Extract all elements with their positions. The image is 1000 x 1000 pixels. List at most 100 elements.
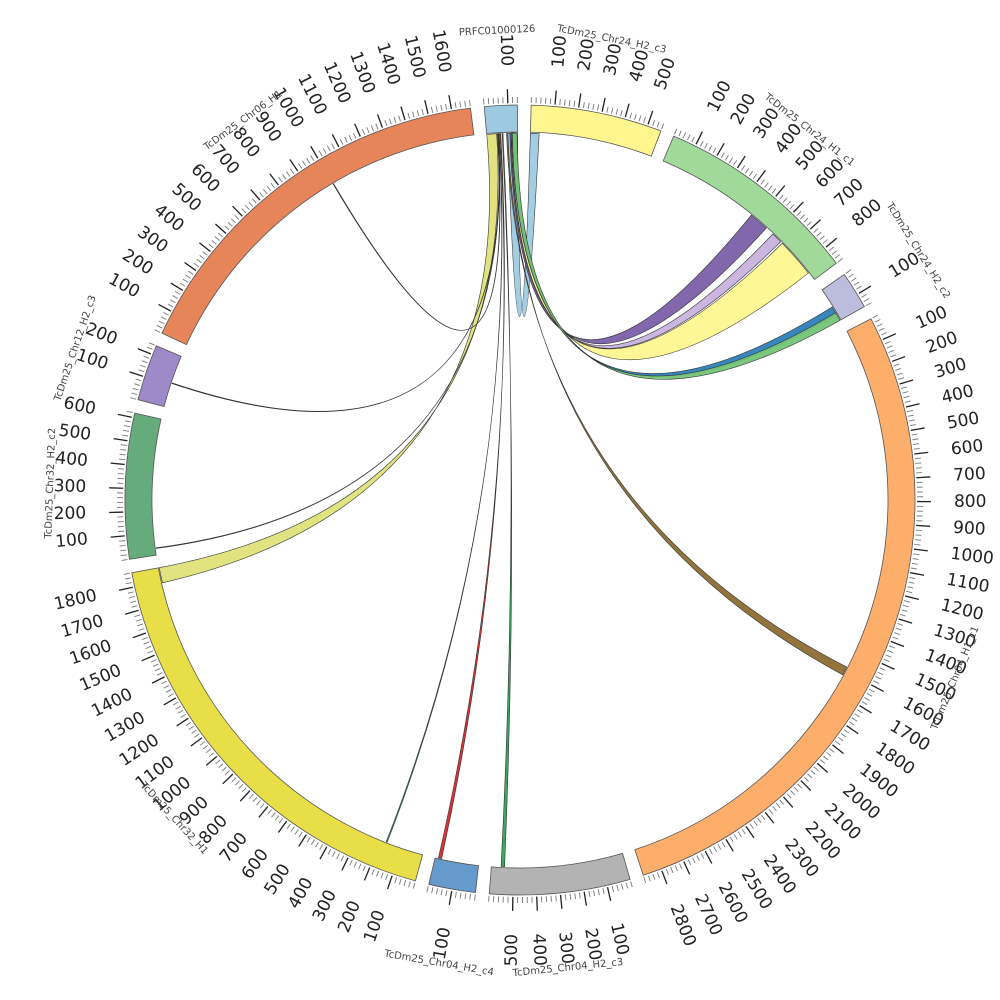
minor-tick — [140, 364, 146, 368]
tick-label: 700 — [953, 464, 987, 486]
segment-chr24_h2_c2[interactable] — [821, 273, 865, 321]
minor-tick — [141, 360, 148, 364]
minor-tick — [290, 826, 295, 832]
segment-chr32_h2_c2[interactable] — [124, 412, 162, 560]
minor-tick — [403, 880, 407, 887]
segment-chr04_h2_c3[interactable] — [488, 852, 631, 896]
minor-tick — [208, 243, 214, 249]
major-tick — [341, 857, 349, 871]
minor-tick — [573, 100, 576, 107]
minor-tick — [884, 340, 891, 345]
minor-tick — [224, 225, 230, 231]
minor-tick — [900, 613, 907, 617]
minor-tick — [165, 689, 172, 693]
segment-chr06_h1[interactable] — [161, 107, 475, 346]
minor-tick — [741, 165, 746, 171]
minor-tick — [679, 863, 683, 870]
minor-tick — [764, 182, 769, 188]
major-tick — [137, 348, 152, 355]
minor-tick — [121, 559, 128, 561]
major-tick — [298, 834, 307, 847]
minor-tick — [856, 709, 863, 714]
segment-chr12_h2_c3[interactable] — [137, 345, 182, 408]
minor-tick — [885, 654, 892, 658]
major-tick — [910, 427, 925, 432]
tick-label: 1000 — [949, 544, 994, 569]
segment-chr04_h1_c1[interactable] — [634, 318, 916, 876]
minor-tick — [559, 98, 561, 106]
major-tick — [793, 201, 804, 213]
minor-tick — [160, 316, 167, 320]
minor-tick — [670, 867, 674, 873]
major-tick — [117, 413, 132, 418]
minor-tick — [840, 733, 847, 738]
minor-tick — [158, 320, 165, 325]
minor-tick — [174, 291, 181, 295]
minor-tick — [908, 581, 915, 584]
minor-tick — [152, 663, 159, 667]
minor-tick — [407, 112, 411, 119]
minor-tick — [665, 868, 669, 875]
minor-tick — [876, 323, 883, 327]
minor-tick — [177, 709, 184, 714]
segment-prfc[interactable] — [483, 104, 518, 134]
tick-label: 100 — [913, 302, 951, 333]
minor-tick — [819, 235, 825, 241]
minor-tick — [310, 839, 315, 845]
minor-tick — [234, 780, 240, 786]
tick-label: 100 — [606, 921, 633, 957]
minor-tick — [828, 246, 834, 252]
major-tick — [891, 355, 906, 363]
segment-chr24_h2_c3[interactable] — [529, 104, 662, 157]
minor-tick — [131, 392, 138, 395]
minor-tick — [733, 159, 738, 166]
minor-tick — [687, 859, 692, 866]
segment-chr32_h1[interactable] — [131, 567, 424, 882]
minor-tick — [700, 853, 705, 859]
minor-tick — [298, 831, 303, 838]
minor-tick — [135, 378, 142, 382]
minor-tick — [820, 759, 826, 764]
minor-tick — [831, 250, 838, 255]
minor-tick — [170, 299, 176, 304]
minor-tick — [483, 98, 485, 105]
major-tick — [170, 282, 184, 292]
minor-tick — [130, 397, 137, 400]
minor-tick — [621, 883, 624, 890]
minor-tick — [674, 128, 678, 135]
minor-tick — [119, 544, 126, 547]
minor-tick — [435, 105, 438, 112]
minor-tick — [154, 329, 161, 333]
major-tick — [205, 755, 218, 766]
minor-tick — [873, 680, 880, 684]
minor-tick — [172, 701, 179, 706]
minor-tick — [834, 254, 840, 259]
minor-tick — [431, 887, 434, 894]
minor-tick — [886, 345, 893, 349]
minor-tick — [761, 814, 766, 821]
minor-tick — [900, 386, 907, 390]
minor-tick — [361, 128, 366, 135]
minor-tick — [643, 877, 647, 884]
minor-tick — [185, 274, 191, 279]
minor-tick — [789, 204, 795, 210]
minor-tick — [851, 277, 857, 282]
minor-tick — [883, 658, 890, 662]
minor-tick — [339, 139, 344, 145]
major-tick — [716, 142, 725, 156]
major-tick — [913, 548, 928, 552]
link-prfc-to-chr04_h1_c1 — [506, 132, 848, 676]
minor-tick — [877, 671, 884, 676]
minor-tick — [389, 118, 392, 125]
minor-tick — [270, 182, 275, 189]
minor-tick — [315, 841, 319, 848]
major-tick — [258, 806, 269, 818]
major-tick — [125, 609, 139, 615]
segment-chr24_h1_c1[interactable] — [662, 135, 837, 281]
minor-tick — [185, 721, 192, 726]
major-tick — [683, 861, 691, 875]
minor-tick — [786, 201, 791, 207]
minor-tick — [217, 232, 223, 238]
segment-chr04_h2_c4[interactable] — [428, 857, 479, 893]
minor-tick — [412, 111, 415, 118]
